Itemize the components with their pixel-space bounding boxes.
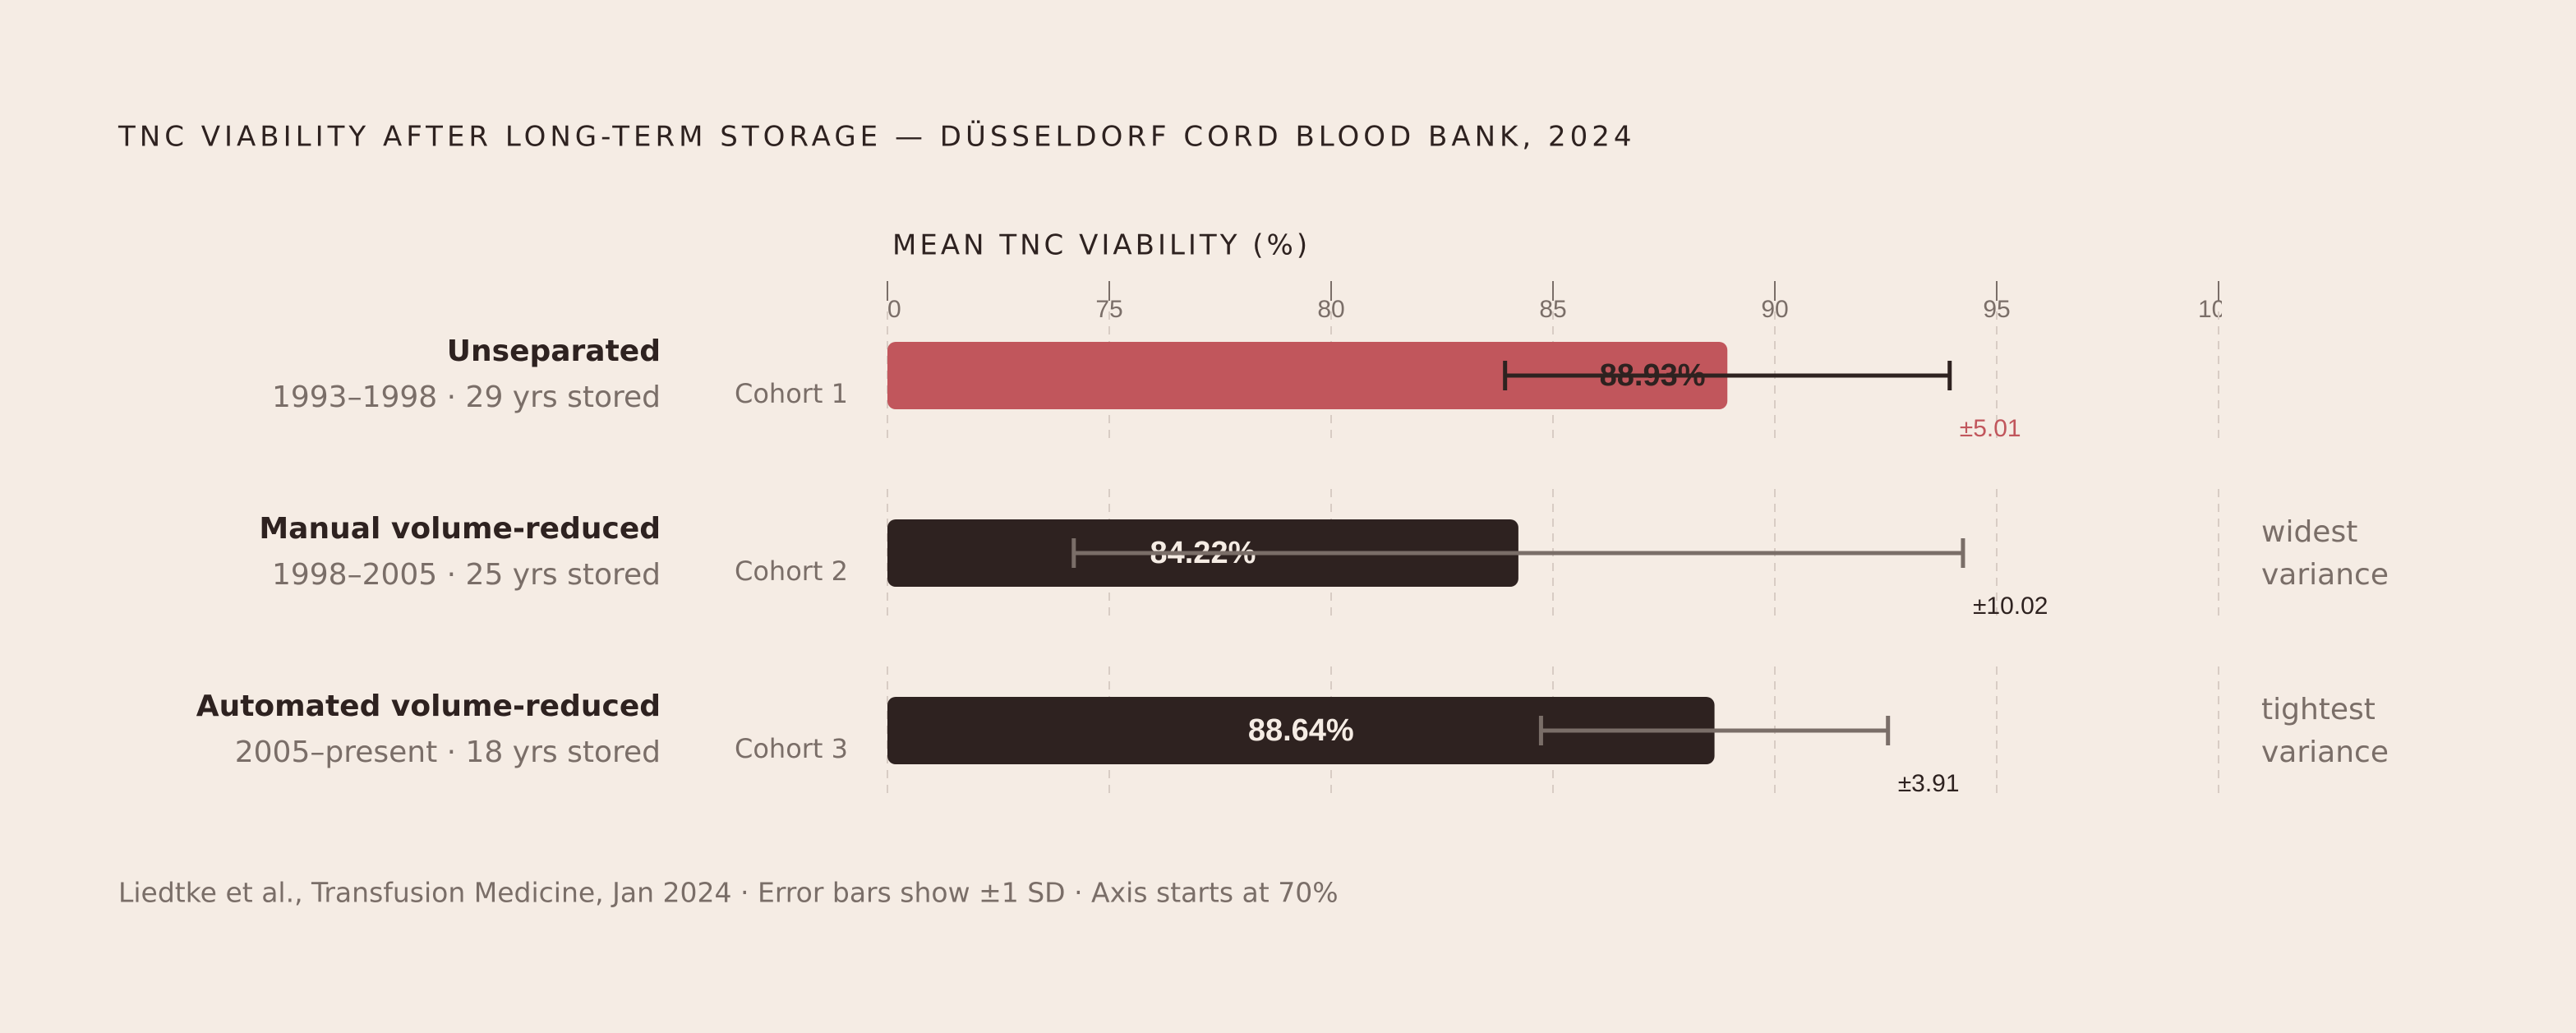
- annotation: widest: [2261, 515, 2357, 549]
- category-subtitle: 1993–1998 · 29 yrs stored: [272, 380, 661, 414]
- annotation: variance: [2261, 736, 2389, 769]
- chart-title: TNC VIABILITY AFTER LONG-TERM STORAGE — …: [118, 120, 1636, 154]
- error-label: ±3.91: [1898, 770, 1960, 797]
- value-label: 88.64%: [1248, 713, 1354, 748]
- bar: [887, 697, 1715, 764]
- annotation: variance: [2261, 558, 2389, 592]
- category-label: Unseparated: [447, 334, 661, 368]
- category-label: Automated volume-reduced: [196, 689, 661, 723]
- cohort-label: Cohort 1: [735, 378, 848, 409]
- annotation: tightest: [2261, 693, 2376, 726]
- error-label: ±10.02: [1973, 593, 2048, 620]
- bar: [887, 342, 1728, 409]
- x-tick-label: 70: [873, 296, 901, 323]
- cohort-label: Cohort 2: [735, 556, 848, 587]
- cohort-label: Cohort 3: [735, 733, 848, 764]
- error-label: ±5.01: [1960, 415, 2021, 442]
- footnote: Liedtke et al., Transfusion Medicine, Ja…: [118, 877, 1339, 909]
- axis-title: MEAN TNC VIABILITY (%): [892, 229, 1311, 262]
- category-subtitle: 2005–present · 18 yrs stored: [235, 736, 661, 769]
- category-subtitle: 1998–2005 · 25 yrs stored: [272, 558, 661, 592]
- category-label: Manual volume-reduced: [259, 512, 661, 546]
